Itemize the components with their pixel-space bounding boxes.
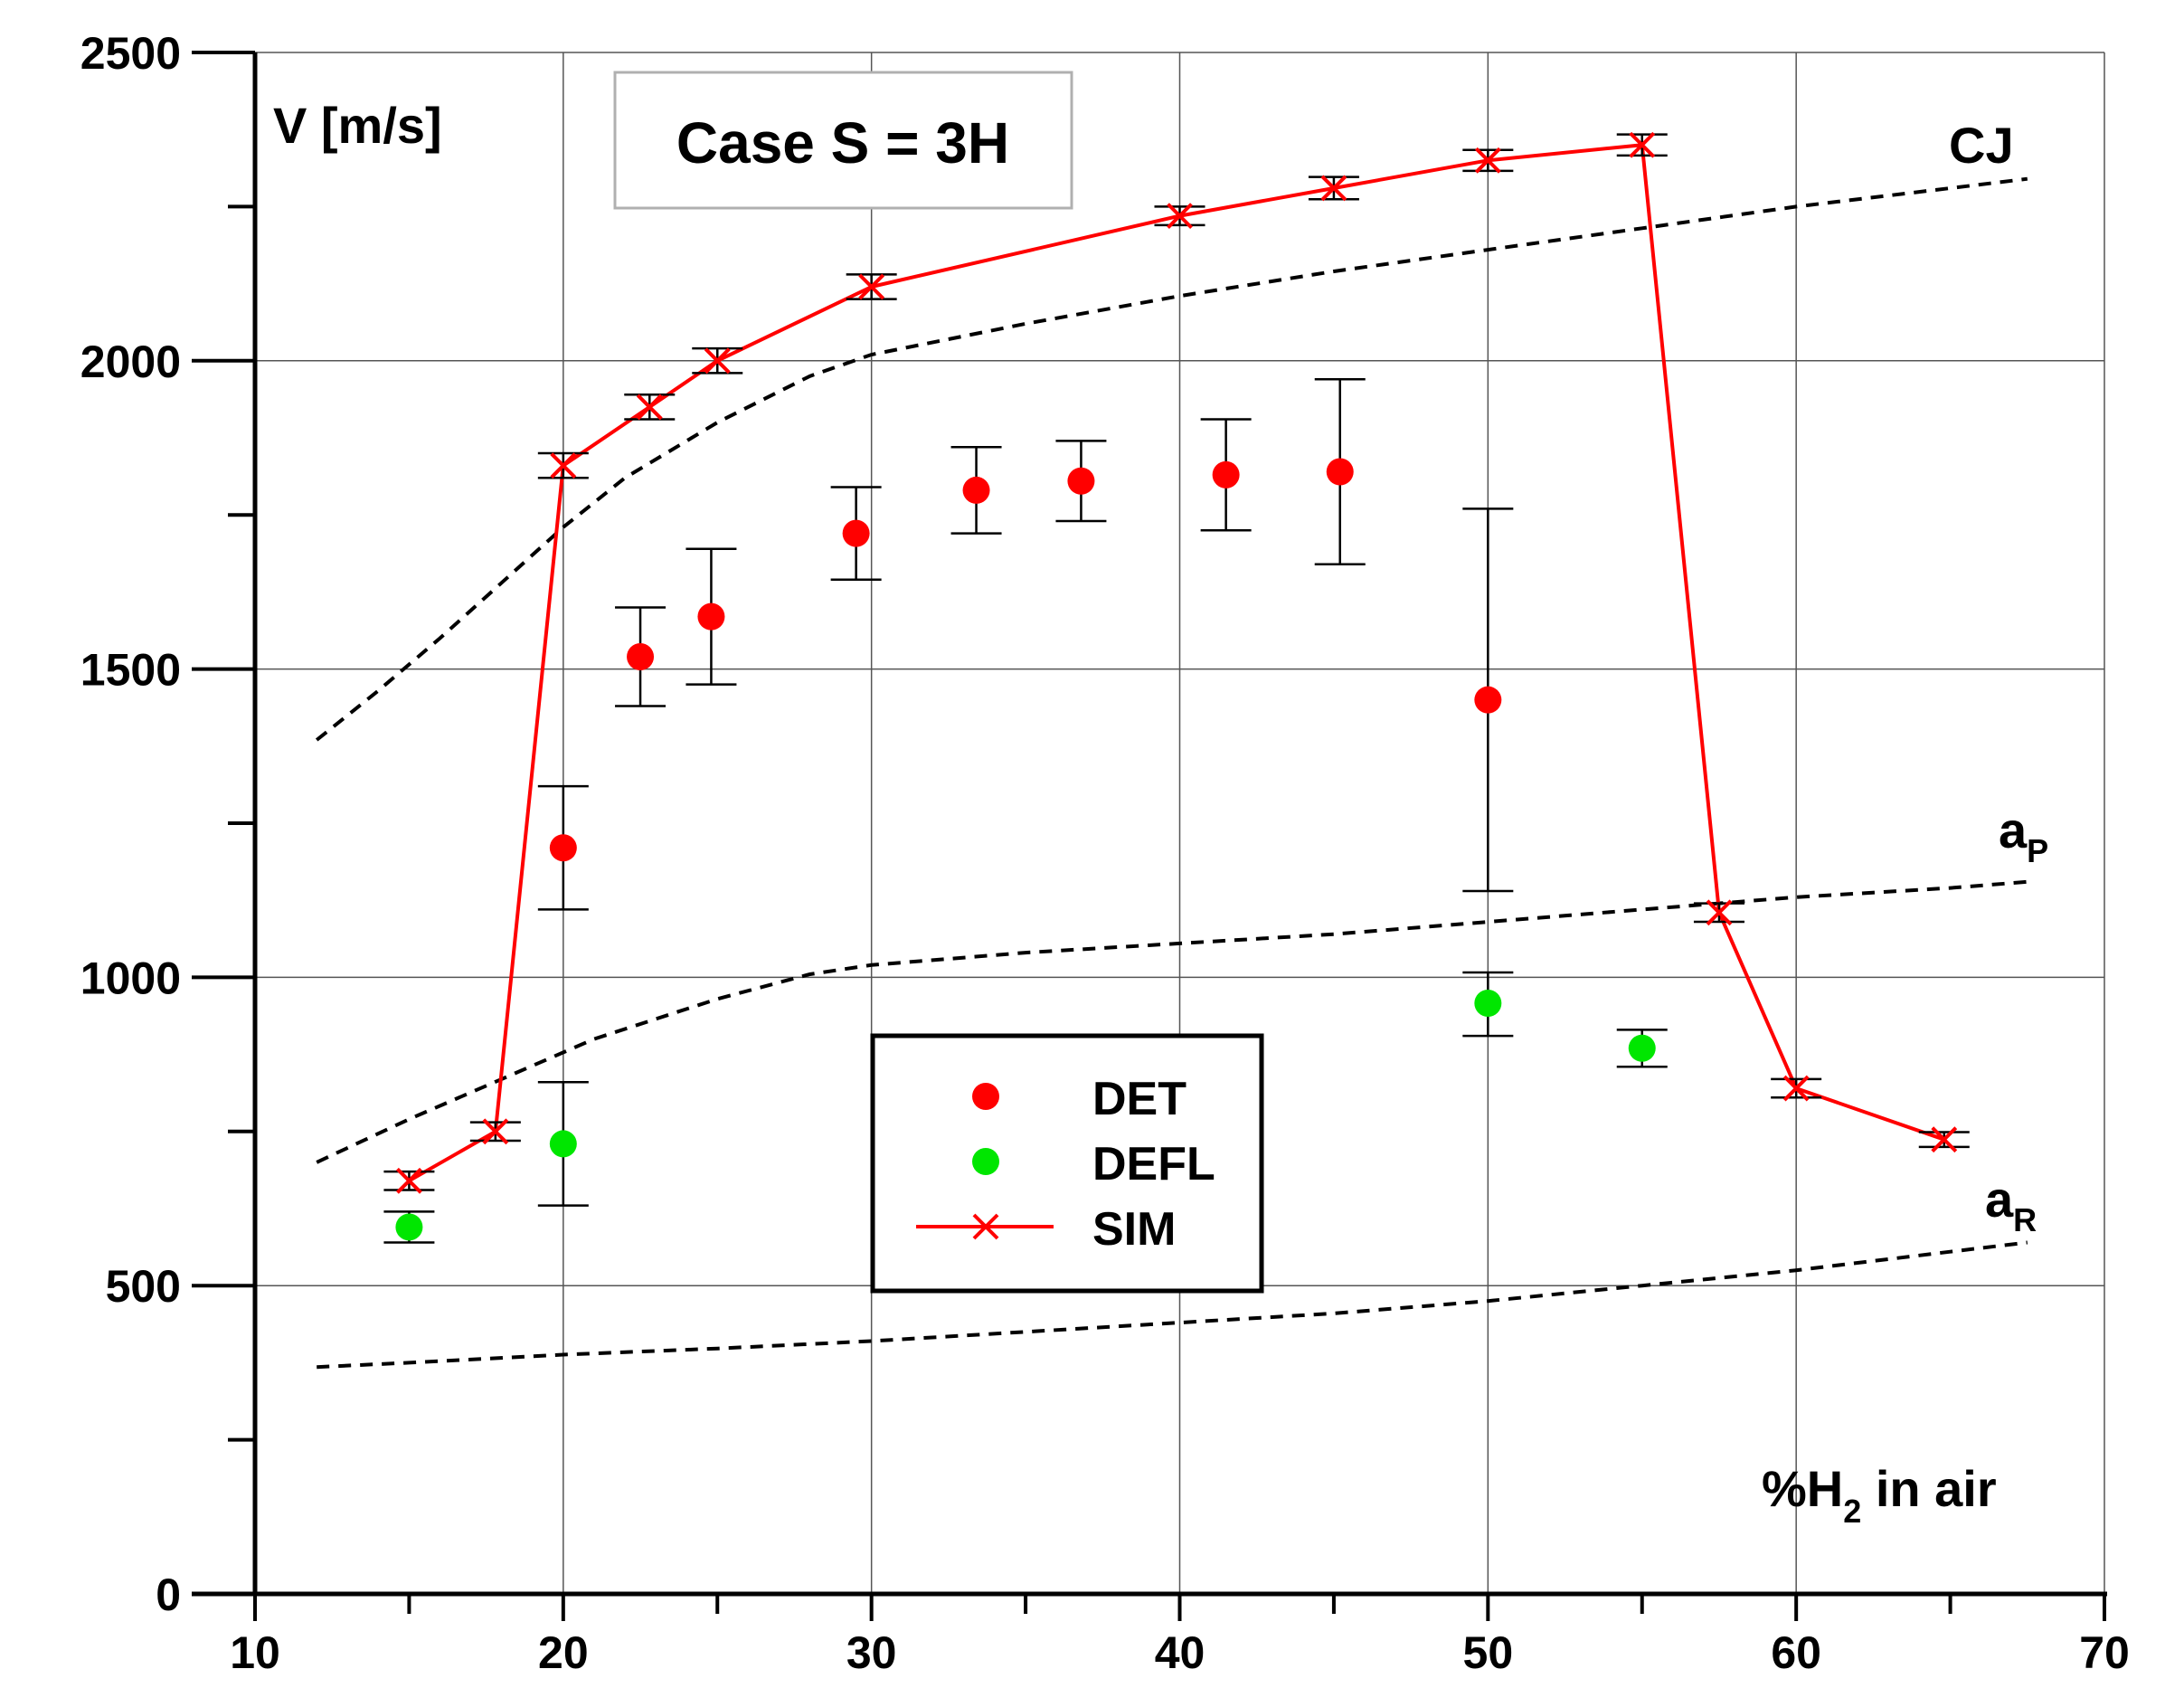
det-point-3	[842, 519, 870, 547]
det-point-6	[1212, 460, 1240, 488]
x-tick-label-50: 50	[1463, 1627, 1514, 1678]
legend: DET DEFL SIM	[870, 1033, 1264, 1294]
grid	[255, 52, 2105, 1594]
det-point-8	[1474, 686, 1502, 714]
y-axis-label: V [m/s]	[273, 97, 442, 154]
legend-frame	[870, 1033, 1264, 1294]
reference-curve-cj	[315, 176, 2028, 742]
sim-point-10	[1706, 899, 1733, 926]
sim-point-7	[1320, 175, 1347, 202]
x-axis-label-text: %H2 in air	[1762, 1460, 1997, 1530]
sim-point-8	[1474, 147, 1501, 174]
x-tick-label-40: 40	[1155, 1627, 1205, 1678]
ar-label: aR	[1985, 1171, 2037, 1238]
sim-point-2	[550, 452, 577, 479]
legend-entry-defl: DEFL	[972, 1138, 1215, 1190]
sim-point-12	[1931, 1126, 1958, 1153]
y-tick-label-0: 0	[156, 1569, 181, 1620]
tick-labels: 10 20 30 40 50 60 70 0 500 1000 1500 2000 2500	[80, 28, 2130, 1678]
sim-point-6	[1167, 203, 1193, 230]
sim-point-11	[1782, 1075, 1810, 1102]
sim-point-4	[704, 347, 731, 375]
defl-point-1	[549, 1130, 577, 1158]
reference-curves	[315, 176, 2028, 1370]
defl-point-0	[395, 1213, 423, 1241]
det-point-5	[1067, 467, 1095, 495]
legend-entry-det: DET	[972, 1073, 1187, 1125]
reference-curve-ap	[316, 879, 2028, 1164]
x-tick-label-30: 30	[846, 1627, 897, 1678]
det-point-2	[697, 602, 725, 631]
markers	[395, 131, 1958, 1241]
legend-defl-marker	[972, 1148, 999, 1175]
y-tick-label-500: 500	[106, 1261, 181, 1312]
y-axis-label-text: V [m/s]	[273, 97, 442, 154]
x-tick-label-70: 70	[2079, 1627, 2130, 1678]
y-tick-label-1000: 1000	[80, 953, 181, 1003]
x-tick-label-20: 20	[538, 1627, 589, 1678]
defl-point-3	[1628, 1034, 1656, 1062]
sim-point-3	[636, 394, 663, 421]
defl-point-2	[1474, 990, 1502, 1018]
det-point-4	[962, 476, 990, 504]
reference-curve-ar	[317, 1240, 2028, 1370]
legend-entry-sim: SIM	[916, 1203, 1176, 1256]
x-axis-label: %H2 in air	[1762, 1460, 1997, 1530]
y-tick-label-2500: 2500	[80, 28, 181, 79]
legend-defl-label: DEFL	[1092, 1138, 1215, 1190]
legend-sim-label: SIM	[1092, 1203, 1176, 1256]
det-point-1	[627, 642, 655, 670]
det-point-0	[549, 834, 577, 862]
title-frame	[613, 71, 1073, 210]
chart-title: Case S = 3H	[676, 110, 1009, 175]
ap-label: aP	[1999, 801, 2048, 869]
y-tick-label-1500: 1500	[80, 645, 181, 696]
axes	[192, 51, 2107, 1621]
sim-point-9	[1629, 131, 1656, 158]
cj-label: CJ	[1949, 117, 2014, 174]
sim-point-0	[396, 1167, 422, 1194]
det-point-7	[1326, 458, 1354, 486]
legend-det-label: DET	[1092, 1073, 1187, 1125]
legend-sim-marker	[972, 1213, 999, 1240]
sim-point-1	[482, 1118, 509, 1145]
title-box: Case S = 3H	[613, 71, 1073, 210]
x-tick-label-60: 60	[1771, 1627, 1821, 1678]
reference-labels: CJ aP aR	[1949, 117, 2048, 1238]
legend-det-marker	[972, 1083, 999, 1110]
y-tick-label-2000: 2000	[80, 337, 181, 387]
sim-point-5	[858, 273, 885, 300]
x-tick-label-10: 10	[230, 1627, 280, 1678]
